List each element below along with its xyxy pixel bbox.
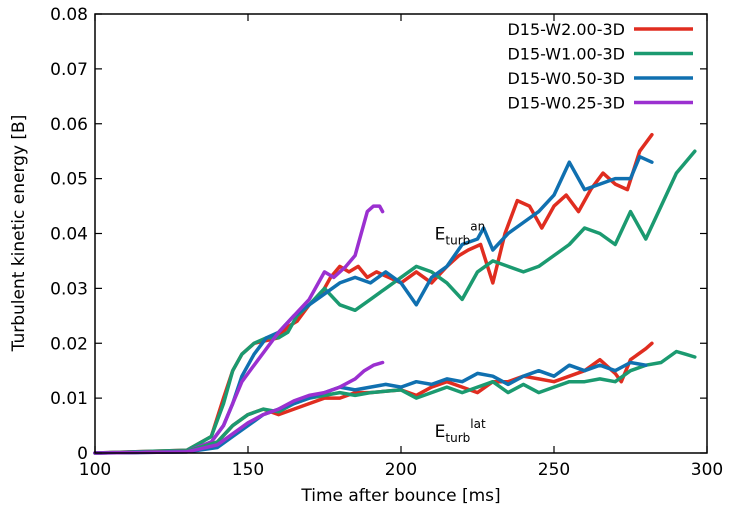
annotations: Eturban Eturblat [435, 220, 486, 446]
y-tick-label: 0.05 [50, 170, 88, 190]
series-line-an-0 [93, 132, 654, 455]
series-line-lat-6 [93, 360, 648, 455]
y-tick-label: 0.04 [50, 225, 88, 245]
series-layer [93, 132, 697, 455]
y-tick-label: 0.01 [50, 389, 88, 409]
y-axis-label: Turbulent kinetic energy [B] [9, 115, 29, 353]
series-line-lat-7 [93, 360, 385, 455]
legend: D15-W2.00-3D D15-W1.00-3D D15-W0.50-3D D15-… [507, 20, 693, 113]
series-line-lat-4 [93, 341, 654, 455]
y-tick-label: 0.06 [50, 115, 88, 135]
legend-label: D15-W0.50-3D [507, 69, 625, 88]
x-tick-label: 150 [232, 460, 264, 480]
y-tick-label: 0.02 [50, 334, 88, 354]
series-line-an-3 [93, 204, 385, 455]
y-tick-label: 0.07 [50, 60, 88, 80]
annotation-lat: Eturblat [435, 417, 486, 445]
ticks-layer: 100 150 200 250 300 0 0.01 0.02 0.03 0.04 0.05 0.06… [50, 5, 723, 480]
series-line-an-2 [93, 154, 654, 455]
annotation-an: Eturban [435, 220, 486, 248]
legend-label: D15-W1.00-3D [507, 45, 625, 64]
x-tick-label: 200 [385, 460, 417, 480]
x-tick-label: 300 [691, 460, 723, 480]
legend-label: D15-W2.00-3D [507, 20, 625, 39]
x-tick-label: 100 [79, 460, 111, 480]
y-tick-label: 0.08 [50, 5, 88, 25]
y-tick-label: 0.03 [50, 279, 88, 299]
y-tick-label: 0 [77, 444, 88, 464]
legend-label: D15-W0.25-3D [507, 94, 625, 113]
x-tick-label: 250 [538, 460, 570, 480]
series-line-an-1 [93, 149, 697, 455]
x-axis-label: Time after bounce [ms] [300, 486, 500, 506]
